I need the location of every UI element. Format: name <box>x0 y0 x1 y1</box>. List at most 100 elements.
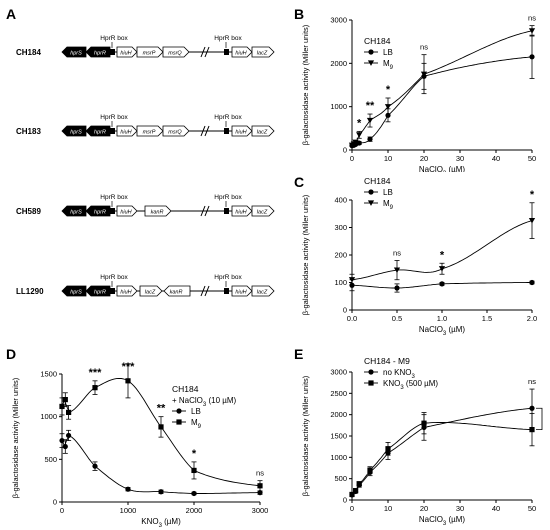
gene-label: hiuH <box>235 130 246 136</box>
legend-label: no KNO3 <box>383 368 415 380</box>
gene-label: hiuH <box>235 210 246 216</box>
hprr-box-label: HprR box <box>214 35 242 42</box>
hprr-box-label: HprR box <box>214 274 242 281</box>
y-tick-label: 500 <box>334 474 347 483</box>
legend-label: LB <box>383 48 393 57</box>
data-point <box>366 117 374 124</box>
y-tick-label: 0 <box>343 496 347 505</box>
x-tick-label: 30 <box>456 504 464 513</box>
y-tick-label: 0 <box>343 146 347 155</box>
data-point <box>92 385 98 391</box>
significance-label: ns <box>393 249 401 258</box>
y-axis-label: β-galactosidase activity (Miller units) <box>11 377 20 498</box>
x-axis-label: NaClO3 (µM) <box>419 165 466 172</box>
gene-label: kanR <box>151 210 164 216</box>
series-line <box>351 407 533 496</box>
data-point <box>62 443 68 450</box>
gene-label: hiuH <box>235 51 246 57</box>
significance-label: ns <box>420 43 428 52</box>
data-point <box>421 420 427 426</box>
data-point <box>125 486 131 492</box>
data-point <box>59 437 65 444</box>
data-point <box>393 267 401 273</box>
chart-title: CH184 - M9 <box>364 356 410 366</box>
x-axis-label: KNO3 (µM) <box>141 517 181 529</box>
chart-axes: 0 10 20 30 40 50 0 1000 2000 3000 NaClO3 (µM) β-gal… <box>301 16 536 173</box>
legend-marker <box>368 49 374 55</box>
chart-panel-d: 0 1000 2000 3000 0 500 1000 1500 KNO3 (µM) β-gala… <box>11 361 269 529</box>
strain-label: CH184 <box>16 48 41 57</box>
data-point <box>394 285 400 291</box>
gene-arrow <box>144 205 172 217</box>
gene-label: msrQ <box>168 130 182 136</box>
gene-label: hprR <box>94 290 106 296</box>
data-point <box>349 491 355 498</box>
gene-label: hiuH <box>120 51 131 57</box>
significance-label: * <box>357 117 362 129</box>
construct-row: HprR box HprR box hprS hprR hiuH msrP msrQ hiuH… <box>61 35 275 58</box>
series-m9 <box>59 363 263 492</box>
gene-arrow <box>139 285 163 297</box>
gene-construct-diagram: HprR box HprR box hprS hprR hiuH msrP msrQ hiuH… <box>61 35 275 297</box>
significance-label: ns <box>528 377 536 386</box>
gene-label: hiuH <box>120 130 131 136</box>
x-tick-label: 3000 <box>252 506 269 515</box>
legend-label: KNO3 (500 µM) <box>383 379 438 391</box>
x-tick-label: 10 <box>384 504 392 513</box>
gene-arrow <box>85 205 111 217</box>
data-point <box>125 378 131 384</box>
gene-label: kanR <box>170 290 183 296</box>
gene-label: msrP <box>143 130 156 136</box>
gene-label: lacZ <box>257 210 268 216</box>
data-point <box>356 132 363 138</box>
data-point <box>528 28 536 34</box>
y-axis-label: β-galactosidase activity (Miller units) <box>301 375 310 496</box>
y-tick-label: 0 <box>343 306 347 315</box>
x-tick-label: 50 <box>528 504 536 513</box>
data-point <box>356 481 362 487</box>
y-tick-label: 1000 <box>330 102 347 111</box>
gene-arrow <box>163 285 191 297</box>
x-tick-label: 0 <box>350 154 354 163</box>
gene-label: msrP <box>143 51 156 57</box>
gene-arrow <box>85 285 111 297</box>
data-point <box>384 104 392 110</box>
x-tick-label: 40 <box>492 154 500 163</box>
gene-arrow <box>231 125 253 137</box>
y-tick-label: 1000 <box>40 412 57 421</box>
data-point <box>59 403 65 410</box>
data-point <box>529 405 535 411</box>
y-tick-label: 2500 <box>330 389 347 398</box>
x-tick-label: 1.0 <box>437 314 447 323</box>
data-point <box>158 489 164 495</box>
hprr-box-label: HprR box <box>214 114 242 121</box>
data-point <box>439 281 445 287</box>
chart-panel-e: 0 10 20 30 40 50050010001500200025003000NaClO… <box>301 356 543 527</box>
series-line <box>351 56 533 147</box>
gene-arrow <box>136 46 164 58</box>
break-mark <box>204 205 210 217</box>
y-axis-label: β-galactosidase activity (Miller units) <box>301 24 310 145</box>
data-point <box>158 424 164 430</box>
legend-marker <box>368 369 374 375</box>
y-tick-label: 2000 <box>330 410 347 419</box>
chart-legend: CH184 LB M9 <box>364 36 394 71</box>
data-point <box>529 427 535 433</box>
hprr-box-label: HprR box <box>214 194 242 201</box>
legend-label: M9 <box>383 59 394 71</box>
data-point <box>257 483 263 489</box>
x-tick-label: 0 <box>60 506 64 515</box>
gene-label: hiuH <box>235 290 246 296</box>
y-tick-label: 2000 <box>330 59 347 68</box>
data-point <box>385 446 391 452</box>
hprr-box <box>110 128 115 134</box>
data-point <box>367 467 373 473</box>
x-tick-label: 2.0 <box>527 314 537 323</box>
x-axis-label: NaClO3 (µM) <box>419 515 466 527</box>
y-tick-label: 400 <box>334 196 347 205</box>
x-tick-label: 30 <box>456 154 464 163</box>
gene-arrow <box>162 46 190 58</box>
break-mark <box>200 125 206 137</box>
gene-arrow <box>231 46 253 58</box>
gene-arrow <box>251 125 275 137</box>
